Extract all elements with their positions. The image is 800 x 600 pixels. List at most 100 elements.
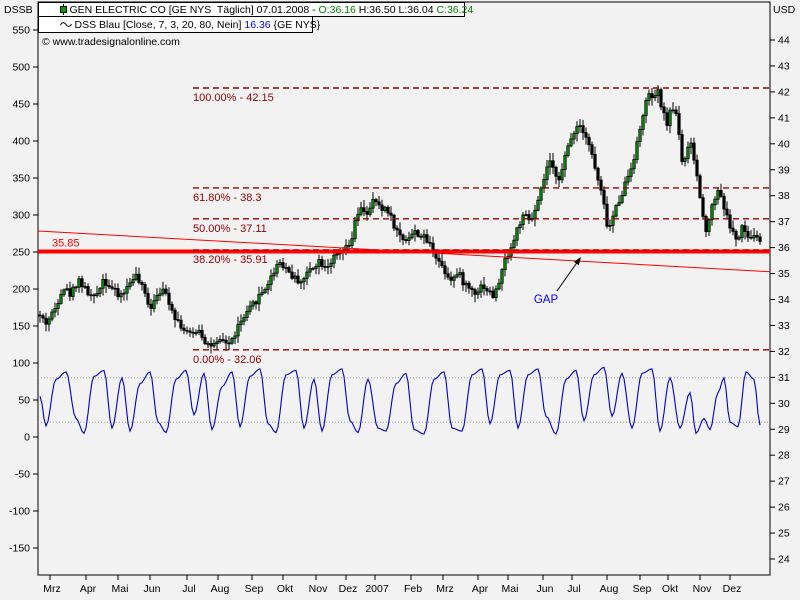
candle xyxy=(380,204,384,211)
candle xyxy=(740,225,744,239)
month-label: Aug xyxy=(600,583,619,595)
candle xyxy=(206,343,210,345)
candle xyxy=(479,284,483,293)
candle xyxy=(38,314,42,317)
candle xyxy=(575,126,579,135)
candle xyxy=(191,331,195,334)
candle xyxy=(599,179,603,191)
candle xyxy=(257,294,261,305)
candle xyxy=(263,289,267,294)
candle xyxy=(566,145,570,156)
candle xyxy=(458,272,462,276)
candle xyxy=(500,269,504,284)
candle xyxy=(638,129,642,143)
gap-annotation: GAP xyxy=(534,257,581,306)
candle xyxy=(335,253,339,256)
right-axis-tick-label: 39 xyxy=(778,164,790,176)
right-axis-tick-label: 40 xyxy=(778,138,790,150)
candle xyxy=(215,341,219,345)
candle xyxy=(560,169,564,181)
candle xyxy=(446,273,450,278)
candle xyxy=(614,204,618,217)
candle xyxy=(665,112,669,126)
candle xyxy=(308,268,312,273)
candle xyxy=(413,230,417,235)
candle xyxy=(95,293,99,297)
candle xyxy=(359,207,363,215)
candle xyxy=(731,227,735,232)
candle xyxy=(470,287,474,291)
candle xyxy=(104,278,108,286)
candle xyxy=(734,230,738,240)
candle xyxy=(602,189,606,205)
candle xyxy=(515,227,519,241)
candle xyxy=(674,109,678,114)
candle xyxy=(557,175,561,181)
candle xyxy=(608,225,612,227)
candle xyxy=(680,134,684,162)
candle xyxy=(593,154,597,169)
candle xyxy=(302,278,306,283)
candle xyxy=(404,239,408,242)
month-label: Mai xyxy=(502,583,519,595)
candle xyxy=(758,236,762,242)
candle xyxy=(386,206,390,214)
candle xyxy=(296,275,300,284)
candle xyxy=(194,332,198,334)
left-axis-title: DSSB xyxy=(4,4,33,16)
candle xyxy=(629,168,633,177)
candle xyxy=(278,262,282,265)
candle xyxy=(752,235,756,239)
legend-indicator-suffix: {GE NYS} xyxy=(270,18,321,31)
candle xyxy=(662,106,666,114)
month-label: Jul xyxy=(182,583,195,595)
candle xyxy=(494,288,498,298)
candle xyxy=(746,231,750,238)
candle xyxy=(416,230,420,237)
legend-indicator[interactable]: DSS Blau [Close, 7, 3, 20, 80, Nein] 16.… xyxy=(38,16,320,33)
candle xyxy=(518,224,522,229)
gap-arrow-head xyxy=(573,257,581,266)
candle xyxy=(311,268,315,270)
candle xyxy=(455,274,459,278)
candle xyxy=(179,319,183,329)
candle xyxy=(578,125,582,128)
candle xyxy=(71,286,75,297)
month-label: Nov xyxy=(693,583,712,595)
candle xyxy=(233,335,237,339)
candle xyxy=(218,339,222,343)
candle xyxy=(407,237,411,241)
candle xyxy=(176,319,180,321)
candle xyxy=(86,286,90,296)
legend-price-series[interactable]: GEN ELECTRIC CO [GE NYS Täglich] 07.01.2… xyxy=(38,2,473,17)
candle xyxy=(317,259,321,267)
month-label: Mai xyxy=(112,583,129,595)
candle xyxy=(323,266,327,268)
candle xyxy=(476,291,480,295)
candle xyxy=(644,100,648,117)
right-axis-tick-label: 25 xyxy=(778,528,790,540)
candle xyxy=(110,286,114,289)
candle xyxy=(491,290,495,298)
trend-line[interactable] xyxy=(37,230,771,273)
candle xyxy=(140,282,144,285)
candle xyxy=(350,238,354,246)
month-label: Mrz xyxy=(436,583,454,595)
candle xyxy=(581,125,585,134)
candle xyxy=(65,288,69,291)
right-axis-tick-label: 37 xyxy=(778,216,790,228)
candle xyxy=(209,343,213,347)
support-line-label: 35.85 xyxy=(52,237,80,249)
candle xyxy=(170,303,174,311)
candle xyxy=(98,287,102,294)
candle xyxy=(89,294,93,297)
fibonacci-retracement[interactable] xyxy=(193,87,770,351)
left-axis-tick-label: 300 xyxy=(12,210,30,222)
candle xyxy=(440,260,444,267)
candle xyxy=(242,317,246,322)
candle xyxy=(689,142,693,148)
left-axis-tick-label: 500 xyxy=(12,62,30,74)
month-label: Okt xyxy=(662,583,678,595)
candle xyxy=(185,329,189,332)
